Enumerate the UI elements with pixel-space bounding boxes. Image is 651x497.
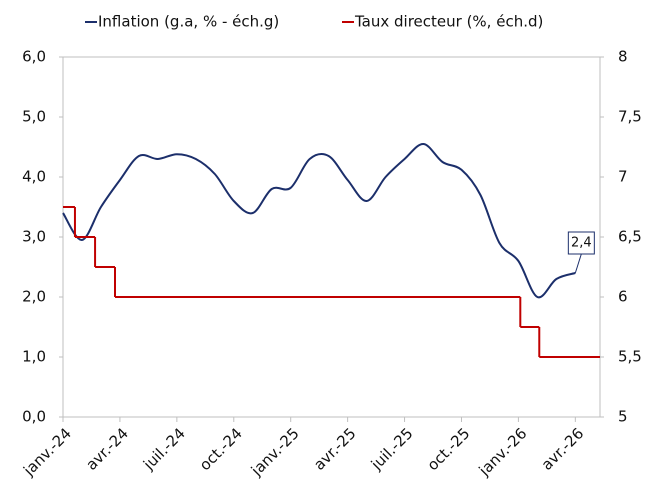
- x-tick-label: juil.-25: [367, 424, 417, 474]
- x-tick-label: janv.-24: [19, 424, 75, 480]
- y2-tick-label: 5,5: [618, 348, 642, 366]
- annotation-label: 2,4: [571, 236, 592, 251]
- y-tick-label: 2,0: [22, 288, 46, 306]
- line: [62, 143, 576, 299]
- legend-label: Taux directeur (%, éch.d): [354, 13, 543, 31]
- plot-frame: [62, 56, 601, 418]
- x-tick-label: juil.-24: [139, 424, 189, 474]
- y-tick-label: 0,0: [22, 408, 46, 426]
- x-tick-label: avr.-25: [310, 424, 360, 474]
- x-tick-label: janv.-25: [247, 424, 303, 480]
- y-tick-label: 3,0: [22, 228, 46, 246]
- y2-tick-label: 7: [618, 168, 628, 186]
- legend-label: Inflation (g.a, % - éch.g): [98, 13, 279, 31]
- y-tick-label: 1,0: [22, 348, 46, 366]
- y2-tick-label: 5: [618, 408, 628, 426]
- y-tick-label: 6,0: [22, 48, 46, 66]
- x-tick-label: janv.-26: [475, 424, 531, 480]
- x-tick-label: oct.-24: [196, 424, 246, 474]
- y-tick-label: 4,0: [22, 168, 46, 186]
- y2-tick-label: 7,5: [618, 108, 642, 126]
- x-tick-label: avr.-24: [82, 424, 132, 474]
- y2-tick-label: 8: [618, 48, 628, 66]
- annotation-leader: [574, 253, 582, 274]
- y2-tick-label: 6,5: [618, 228, 642, 246]
- y2-tick-label: 6: [618, 288, 628, 306]
- annotation-box: [567, 231, 595, 255]
- y-tick-label: 5,0: [22, 108, 46, 126]
- x-tick-label: avr.-26: [538, 424, 588, 474]
- x-tick-label: oct.-25: [424, 424, 474, 474]
